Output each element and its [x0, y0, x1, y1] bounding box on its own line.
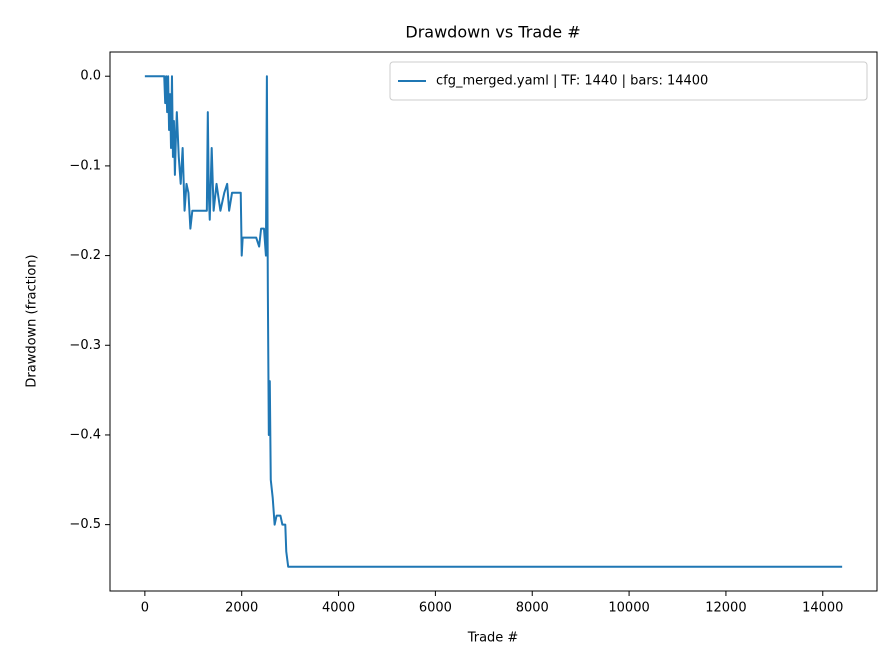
x-tick-label: 4000	[322, 601, 355, 616]
data-line	[144, 75, 843, 568]
y-tick-label: 0.0	[80, 69, 101, 84]
x-tick-label: 8000	[516, 601, 549, 616]
x-tick-label: 2000	[225, 601, 258, 616]
legend-box	[389, 61, 868, 101]
x-tick-label: 14000	[802, 601, 843, 616]
x-tick-label: 10000	[608, 601, 649, 616]
chart-title: Drawdown vs Trade #	[405, 23, 580, 42]
y-tick-label: −0.5	[69, 517, 101, 532]
y-axis-label: Drawdown (fraction)	[25, 254, 40, 387]
x-tick-label: 12000	[705, 601, 746, 616]
y-tick-label: −0.4	[69, 427, 101, 442]
x-tick-label: 0	[141, 601, 149, 616]
plot-frame	[109, 51, 878, 592]
y-tick-label: −0.1	[69, 158, 101, 173]
legend-label: cfg_merged.yaml | TF: 1440 | bars: 14400	[436, 74, 708, 89]
x-axis-label: Trade #	[467, 631, 519, 646]
y-tick-label: −0.3	[69, 338, 101, 353]
y-tick-label: −0.2	[69, 248, 101, 263]
x-tick-label: 6000	[419, 601, 452, 616]
